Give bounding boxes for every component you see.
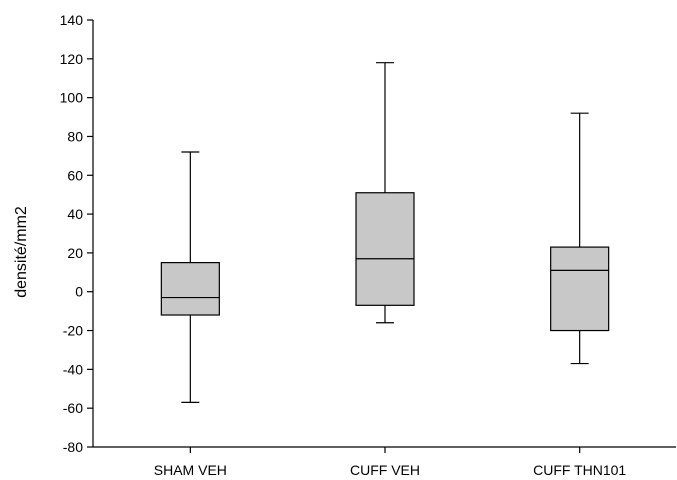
y-tick-label: 100 [60, 90, 84, 106]
y-tick-label: 0 [75, 284, 83, 300]
box-series [160, 62, 610, 403]
iqr-box [160, 262, 220, 316]
y-tick-label: 120 [60, 51, 84, 67]
y-tick-label: -60 [63, 400, 83, 416]
box-group [355, 62, 415, 324]
x-axis-ticks: SHAM VEH CUFF VEH CUFF THN101 [154, 447, 626, 478]
y-axis-title: densité/mm2 [13, 206, 30, 298]
iqr-box [550, 246, 610, 332]
y-tick-label: -20 [63, 323, 83, 339]
y-tick-label: 60 [67, 167, 83, 183]
y-axis-ticks: -80 -60 -40 -20 0 20 40 60 80 100 120 140 [60, 12, 93, 455]
y-tick-label: 20 [67, 245, 83, 261]
y-tick-label: 80 [67, 128, 83, 144]
iqr-box [355, 192, 415, 306]
y-tick-label: -80 [63, 439, 83, 455]
box-group [160, 151, 220, 403]
x-tick-label: SHAM VEH [154, 462, 227, 478]
box-group [550, 112, 610, 365]
x-tick-label: CUFF VEH [350, 462, 420, 478]
y-tick-label: 140 [60, 12, 84, 28]
y-tick-label: 40 [67, 206, 83, 222]
x-tick-label: CUFF THN101 [533, 462, 626, 478]
y-tick-label: -40 [63, 361, 83, 377]
